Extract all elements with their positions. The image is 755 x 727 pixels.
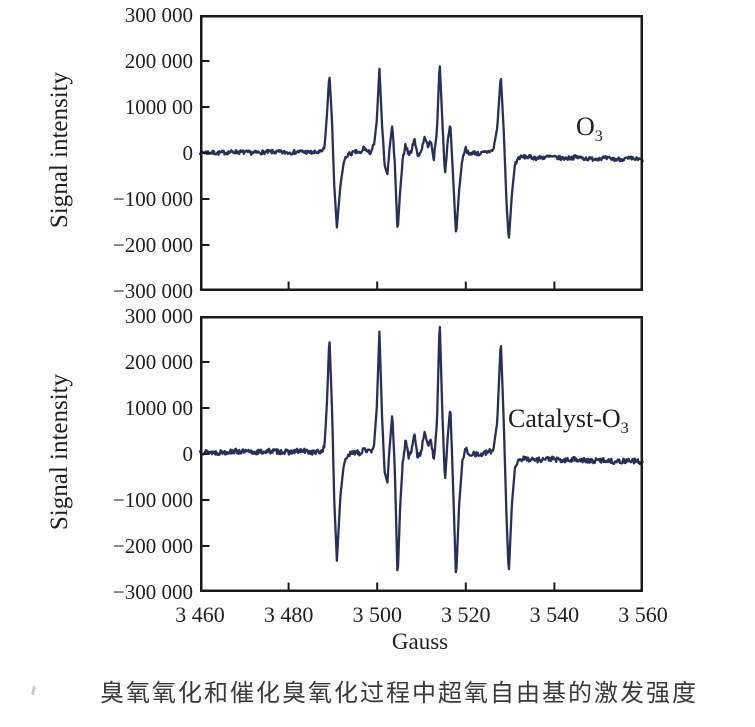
y-tick-label: −200 000 bbox=[112, 534, 193, 558]
spectrum-panel-o3 bbox=[198, 15, 644, 291]
y-tick-label: 1000 00 bbox=[124, 396, 193, 420]
legend-o3-text: O bbox=[576, 112, 595, 141]
y-tick-label: 0 bbox=[182, 141, 194, 165]
legend-catalyst-o3-text: Catalyst-O bbox=[508, 404, 621, 433]
x-tick-label: 3 520 bbox=[441, 602, 491, 627]
x-tick-label: 3 540 bbox=[529, 602, 580, 627]
y-tick-label: 0 bbox=[182, 442, 194, 466]
x-axis-title: Gauss bbox=[391, 629, 449, 654]
faint-artifact bbox=[31, 685, 36, 696]
legend-catalyst-o3-subscript: 3 bbox=[620, 420, 629, 438]
panel-border bbox=[200, 316, 643, 592]
y-tick-label: 300 000 bbox=[124, 304, 193, 328]
figure-caption: 臭氧氧化和催化臭氧化过程中超氧自由基的激发强度 bbox=[100, 681, 698, 707]
x-tick-label: 3 500 bbox=[352, 602, 402, 627]
legend-catalyst-o3: Catalyst-O3 bbox=[508, 404, 629, 438]
spectrum-curve-Catalyst-O3 bbox=[198, 325, 644, 574]
y-tick-label: −100 000 bbox=[112, 187, 193, 211]
y-tick-label: 300 000 bbox=[124, 3, 193, 27]
legend-o3-subscript: 3 bbox=[594, 128, 603, 146]
spectrum-panel-catalyst-o3 bbox=[198, 316, 644, 592]
y-tick-label: −300 000 bbox=[112, 279, 193, 303]
legend-o3: O3 bbox=[576, 112, 603, 146]
panel-border bbox=[200, 15, 643, 291]
y-tick-label: 1000 00 bbox=[124, 95, 193, 119]
y-tick-label: −100 000 bbox=[112, 488, 193, 512]
y-tick-label: 200 000 bbox=[124, 49, 193, 73]
y-tick-label: −300 000 bbox=[112, 580, 193, 604]
x-tick-label: 3 460 bbox=[175, 602, 225, 627]
y-tick-label: 200 000 bbox=[124, 350, 193, 374]
x-tick-label: 3 480 bbox=[263, 602, 314, 627]
spectrum-curve-O3 bbox=[198, 65, 644, 239]
x-tick-label: 3 560 bbox=[618, 602, 668, 627]
y-tick-label: −200 000 bbox=[112, 233, 193, 257]
